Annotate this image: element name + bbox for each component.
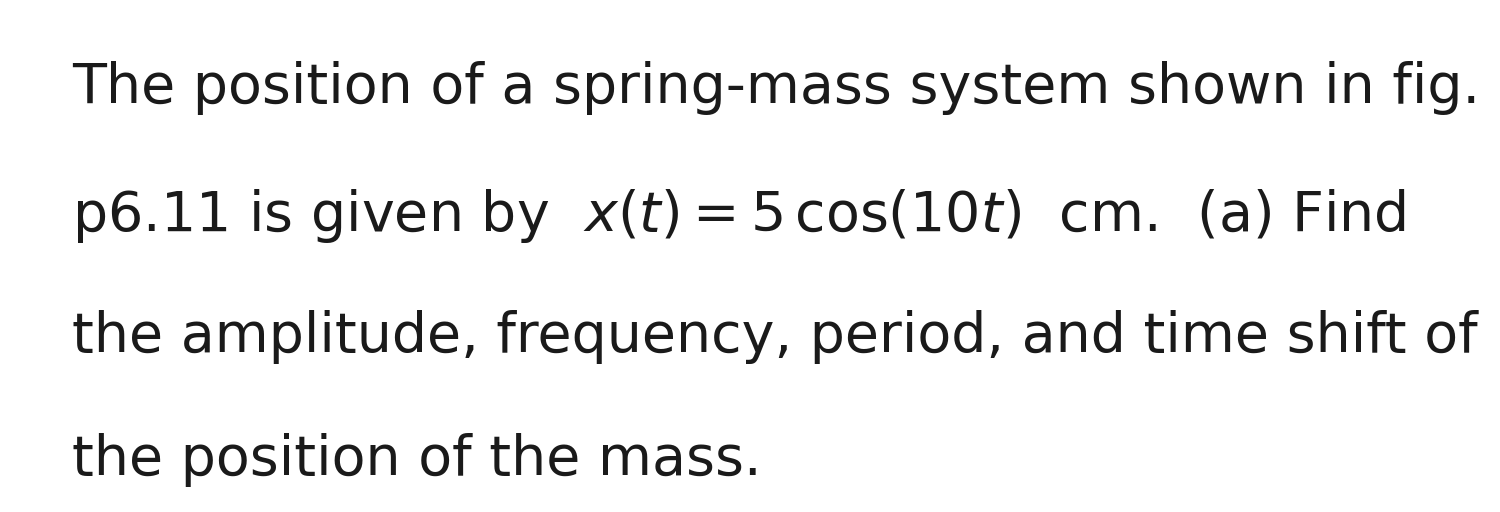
Text: the amplitude, frequency, period, and time shift of: the amplitude, frequency, period, and ti… [72, 310, 1478, 364]
Text: p6.11 is given by  $x(t) = 5\,\mathrm{cos}(10t)$  cm.  (a) Find: p6.11 is given by $x(t) = 5\,\mathrm{cos… [72, 187, 1406, 245]
Text: the position of the mass.: the position of the mass. [72, 433, 762, 486]
Text: The position of a spring-mass system shown in fig.: The position of a spring-mass system sho… [72, 61, 1480, 115]
